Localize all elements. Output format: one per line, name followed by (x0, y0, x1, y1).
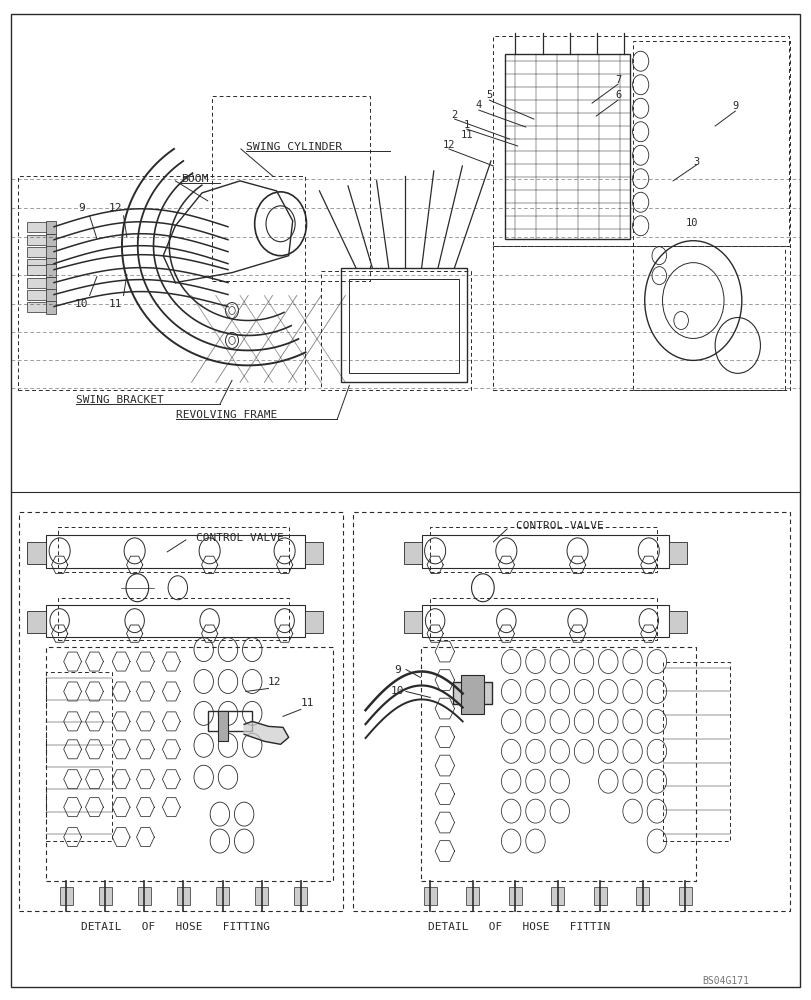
Text: 5: 5 (486, 90, 491, 100)
Bar (46, 301, 55, 314)
Text: 1: 1 (463, 120, 470, 130)
Text: 11: 11 (300, 698, 314, 708)
Bar (28, 278, 53, 288)
Bar (294, 887, 307, 905)
Bar (28, 247, 53, 257)
Text: SWING CYLINDER: SWING CYLINDER (246, 142, 341, 152)
Bar (404, 542, 422, 564)
Bar (593, 887, 606, 905)
Bar (138, 887, 151, 905)
Bar (46, 246, 55, 259)
Bar (46, 264, 55, 277)
Text: CONTROL VALVE: CONTROL VALVE (515, 521, 603, 531)
Text: 10: 10 (391, 686, 404, 696)
Text: REVOLVING FRAME: REVOLVING FRAME (176, 410, 277, 420)
Text: 12: 12 (268, 677, 281, 687)
Bar (668, 542, 686, 564)
Text: 6: 6 (614, 90, 620, 100)
Bar (508, 887, 521, 905)
Text: CONTROL VALVE: CONTROL VALVE (196, 533, 284, 543)
Text: BS04G171: BS04G171 (702, 976, 749, 986)
Text: 12: 12 (442, 140, 455, 150)
Polygon shape (244, 721, 288, 744)
Bar (59, 887, 72, 905)
Text: 4: 4 (475, 100, 482, 110)
Bar (28, 222, 53, 232)
Bar (46, 221, 55, 234)
Bar (28, 265, 53, 275)
Bar (28, 290, 53, 300)
Text: 9: 9 (394, 665, 401, 675)
Text: 11: 11 (460, 130, 472, 140)
Bar (423, 887, 436, 905)
Text: BOOM: BOOM (181, 174, 208, 184)
Polygon shape (453, 682, 491, 704)
Text: SWING BRACKET: SWING BRACKET (75, 395, 163, 405)
Text: 12: 12 (109, 203, 122, 213)
Bar (28, 542, 46, 564)
Polygon shape (461, 675, 483, 714)
Bar (46, 258, 55, 271)
Bar (28, 235, 53, 245)
Bar (46, 234, 55, 247)
Bar (177, 887, 190, 905)
Text: 10: 10 (75, 299, 88, 309)
Text: 11: 11 (109, 299, 122, 309)
Text: DETAIL   OF   HOSE   FITTING: DETAIL OF HOSE FITTING (81, 922, 269, 932)
Text: 9: 9 (78, 203, 85, 213)
Bar (678, 887, 691, 905)
Bar (46, 289, 55, 302)
Bar (636, 887, 648, 905)
Bar (668, 611, 686, 633)
Text: DETAIL   OF   HOSE   FITTIN: DETAIL OF HOSE FITTIN (427, 922, 610, 932)
Bar (28, 259, 53, 269)
Bar (404, 611, 422, 633)
Bar (304, 542, 323, 564)
Bar (466, 887, 478, 905)
Bar (28, 611, 46, 633)
Text: 2: 2 (451, 110, 457, 120)
Text: 3: 3 (693, 157, 699, 167)
Text: 7: 7 (614, 75, 620, 85)
Bar (551, 887, 564, 905)
Bar (218, 711, 228, 741)
Bar (28, 302, 53, 312)
Text: 9: 9 (732, 101, 737, 111)
Bar (304, 611, 323, 633)
Bar (46, 277, 55, 290)
Text: 10: 10 (684, 218, 697, 228)
Bar (216, 887, 229, 905)
Bar (99, 887, 112, 905)
Bar (255, 887, 268, 905)
